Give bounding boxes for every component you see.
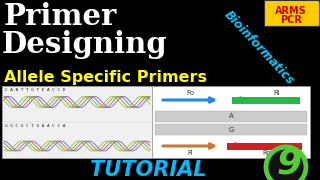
FancyBboxPatch shape [2,86,152,158]
Text: Primer: Primer [4,2,117,31]
FancyBboxPatch shape [263,0,318,26]
Text: Fo: Fo [186,90,194,96]
Text: PCR: PCR [280,15,302,25]
Text: C A A T T G T E A C C D: C A A T T G T E A C C D [5,88,65,92]
Text: Allele Specific Primers: Allele Specific Primers [4,70,207,85]
Text: ARMS: ARMS [275,6,307,16]
Text: G G C G C T G A A C C A: G G C G C T G A A C C A [5,124,65,128]
Text: Bioinformatics: Bioinformatics [222,8,297,87]
Text: Fi: Fi [187,150,193,156]
Circle shape [266,147,306,180]
FancyBboxPatch shape [155,111,307,122]
FancyBboxPatch shape [227,143,302,150]
Text: 9: 9 [276,146,301,180]
Text: Ri: Ri [274,90,280,96]
FancyBboxPatch shape [152,86,310,158]
FancyBboxPatch shape [232,96,300,103]
Text: A: A [228,114,233,120]
Text: Designing: Designing [2,30,168,59]
FancyBboxPatch shape [155,124,307,135]
Text: G: G [228,127,234,132]
Text: TUTORIAL: TUTORIAL [90,160,206,180]
Text: Ro: Ro [263,150,271,156]
